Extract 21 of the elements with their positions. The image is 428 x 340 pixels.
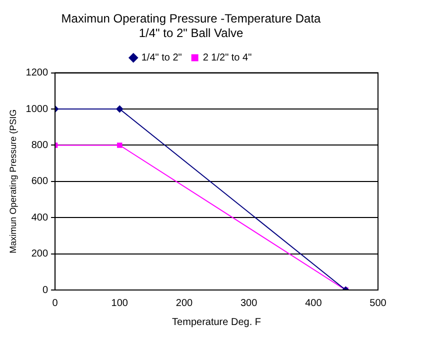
y-tick-label: 1000: [26, 104, 48, 115]
y-tick-label: 200: [31, 248, 48, 260]
point: [117, 142, 122, 148]
x-tick-label: 400: [305, 298, 322, 309]
y-tick-label: 1200: [26, 68, 48, 79]
x-tick-label: 100: [111, 298, 128, 309]
y-tick-label: 600: [31, 176, 48, 188]
y-tick-label: 800: [31, 140, 48, 151]
legend-label: 1/4" to 2": [141, 52, 182, 64]
point: [116, 106, 124, 112]
legend-label: 2 1/2" to 4": [202, 52, 252, 64]
y-tick-label: 0: [42, 284, 48, 296]
x-tick-label: 500: [370, 298, 387, 309]
x-axis-title: Temperature Deg. F: [172, 316, 261, 328]
text: Maximun Operating Pressure -Temperature Data: [61, 12, 321, 26]
y-axis-title: Maximun Operating Pressure (PSIG: [8, 109, 18, 254]
x-tick-label: 0: [52, 298, 58, 309]
text: 1/4" to 2" Ball Valve: [138, 26, 244, 40]
x-tick-label: 200: [176, 298, 194, 309]
x-tick-label: 300: [240, 298, 258, 309]
y-tick-label: 400: [31, 212, 48, 224]
